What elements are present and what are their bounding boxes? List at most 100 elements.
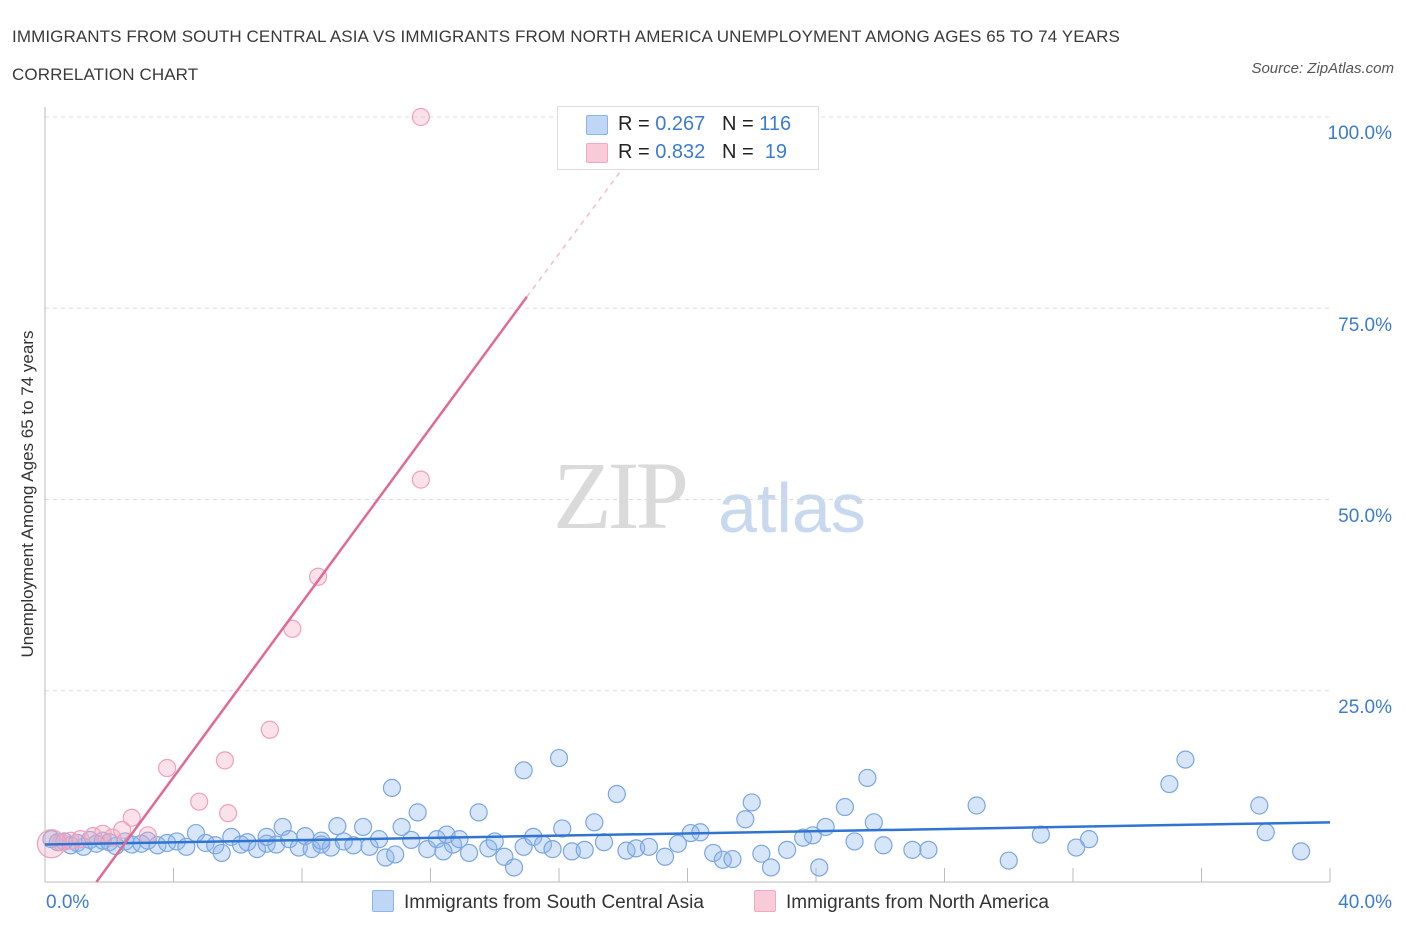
south-central-asia-point xyxy=(1256,823,1275,842)
south-central-asia-point xyxy=(386,845,405,864)
south-central-asia-point xyxy=(450,830,469,849)
south-central-asia-point xyxy=(874,836,893,855)
south-central-asia-point xyxy=(655,847,675,866)
south-central-asia-point xyxy=(1031,825,1050,844)
south-central-asia-point xyxy=(816,817,835,837)
y-tick-label-25: 25.0% xyxy=(1338,697,1392,718)
south-central-asia-point xyxy=(845,832,864,851)
south-central-asia-point xyxy=(353,817,373,837)
blue-square-icon xyxy=(372,890,394,912)
south-central-asia-point xyxy=(553,819,572,838)
legend-n-value: 116 xyxy=(759,113,792,135)
south-central-asia-point xyxy=(469,803,488,822)
source-label: Source: ZipAtlas.com xyxy=(1251,60,1394,77)
south-central-asia-point xyxy=(257,827,276,846)
south-central-asia-point xyxy=(742,793,761,812)
south-central-asia-point xyxy=(713,850,732,869)
bottom-legend-label: Immigrants from North America xyxy=(786,892,1049,913)
south-central-asia-trendline xyxy=(44,821,1331,846)
north-america-point xyxy=(411,470,430,489)
north-america-point xyxy=(138,826,157,845)
south-central-asia-point xyxy=(212,843,231,863)
south-central-asia-point xyxy=(344,836,363,855)
south-central-asia-point xyxy=(761,858,781,877)
legend-r-value: 0.832 xyxy=(655,141,706,163)
south-central-asia-point xyxy=(1176,750,1195,769)
south-central-asia-point xyxy=(1291,842,1311,861)
south-central-asia-point xyxy=(999,851,1018,870)
north-america-point xyxy=(122,808,141,827)
south-central-asia-point xyxy=(459,843,479,863)
north-america-point xyxy=(219,804,238,823)
blue-swatch-icon xyxy=(586,115,608,135)
north-america-point xyxy=(103,828,122,847)
bottom-legend-north-america: Immigrants from North America xyxy=(754,890,1049,914)
north-america-trendline-extension xyxy=(526,158,631,298)
north-america-point xyxy=(411,107,430,127)
x-tick-label-max: 40.0% xyxy=(1338,892,1392,913)
south-central-asia-point xyxy=(704,843,723,863)
south-central-asia-point xyxy=(835,797,855,817)
south-central-asia-point xyxy=(549,748,569,768)
south-central-asia-point xyxy=(736,810,755,829)
south-central-asia-point xyxy=(514,761,533,780)
south-central-asia-point xyxy=(1079,830,1099,849)
south-central-asia-point xyxy=(514,837,533,856)
south-central-asia-point xyxy=(334,832,353,851)
north-america-point xyxy=(157,758,177,778)
south-central-asia-point xyxy=(864,813,883,832)
legend-r-label: R = xyxy=(618,113,656,135)
south-central-asia-point xyxy=(543,840,562,859)
south-central-asia-point xyxy=(903,840,922,859)
south-central-asia-point xyxy=(504,858,524,877)
bottom-legend-label: Immigrants from South Central Asia xyxy=(404,892,704,913)
bottom-legend-south-central-asia: Immigrants from South Central Asia xyxy=(372,890,704,914)
south-central-asia-point xyxy=(777,840,797,859)
y-tick-label-100: 100.0% xyxy=(1327,123,1392,144)
south-central-asia-point xyxy=(575,840,594,859)
south-central-asia-point xyxy=(594,833,614,852)
legend-n-value: 19 xyxy=(759,141,788,163)
y-tick-label-75: 75.0% xyxy=(1338,315,1392,336)
south-central-asia-point xyxy=(967,796,986,815)
watermark-atlas: atlas xyxy=(718,469,866,547)
south-central-asia-point xyxy=(723,849,742,869)
south-central-asia-point xyxy=(1067,838,1086,857)
legend-r-value: 0.267 xyxy=(655,113,706,135)
south-central-asia-point xyxy=(138,831,157,850)
south-central-asia-point xyxy=(858,768,877,788)
x-tick-label-min: 0.0% xyxy=(46,892,90,913)
south-central-asia-point xyxy=(919,840,938,859)
south-central-asia-point xyxy=(434,842,453,861)
south-central-asia-point xyxy=(418,840,437,859)
south-central-asia-point xyxy=(752,844,771,863)
legend-n-label: N = xyxy=(721,113,760,135)
south-central-asia-point xyxy=(668,834,687,853)
south-central-asia-point xyxy=(392,817,411,837)
south-central-asia-point xyxy=(408,803,427,822)
north-america-point xyxy=(112,820,132,840)
south-central-asia-point xyxy=(810,858,829,877)
south-central-asia-point xyxy=(479,839,498,858)
chart-title: IMMIGRANTS FROM SOUTH CENTRAL ASIA VS IM… xyxy=(12,27,1120,84)
south-central-asia-point xyxy=(607,784,626,804)
south-central-asia-point xyxy=(402,830,421,850)
north-america-trendline xyxy=(95,296,528,883)
north-america-point xyxy=(190,792,209,811)
y-tick-label-50: 50.0% xyxy=(1338,506,1392,527)
south-central-asia-point xyxy=(639,837,659,856)
watermark-zip: ZIP xyxy=(553,442,689,549)
south-central-asia-point xyxy=(585,813,604,832)
north-america-point xyxy=(215,751,234,770)
south-central-asia-point xyxy=(1250,796,1269,815)
north-america-point xyxy=(308,567,328,586)
north-america-point xyxy=(260,720,279,739)
south-central-asia-point xyxy=(382,778,402,798)
south-central-asia-point xyxy=(1160,774,1179,794)
pink-swatch-icon xyxy=(586,143,608,163)
legend-r-label: R = xyxy=(618,141,656,163)
correlation-legend: R = 0.267 N = 116 R = 0.832 N = 19 xyxy=(557,106,819,170)
pink-square-icon xyxy=(754,890,776,912)
legend-n-label: N = xyxy=(721,141,760,163)
